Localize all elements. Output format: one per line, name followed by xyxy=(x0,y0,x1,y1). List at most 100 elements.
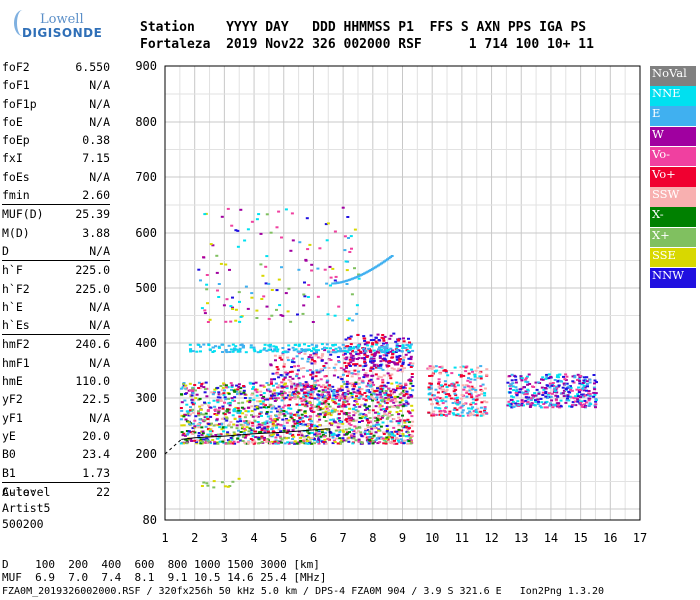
echo-point xyxy=(250,393,254,396)
echo-point xyxy=(359,403,363,406)
echo-point xyxy=(219,262,223,265)
echo-point xyxy=(352,363,355,366)
echo-point xyxy=(271,427,275,430)
echo-point xyxy=(369,349,373,352)
echo-point xyxy=(287,378,291,381)
param-name: B1 xyxy=(2,465,16,480)
param-name: hmF2 xyxy=(2,337,30,352)
echo-point xyxy=(321,348,325,350)
echo-point xyxy=(404,393,408,395)
echo-point xyxy=(315,425,319,428)
echo-point xyxy=(379,418,383,421)
echo-point xyxy=(407,435,411,438)
param-name: foE xyxy=(2,114,23,129)
echo-point xyxy=(236,245,240,248)
echo-point xyxy=(428,392,432,395)
echo-point xyxy=(363,272,367,275)
echo-point xyxy=(579,389,582,391)
echo-point xyxy=(314,432,318,435)
echo-point xyxy=(441,402,445,405)
echo-point xyxy=(271,404,274,407)
echo-point xyxy=(274,407,278,410)
echo-point xyxy=(571,380,575,383)
echo-point xyxy=(386,393,390,396)
echo-point xyxy=(400,370,404,373)
echo-point xyxy=(386,416,390,419)
echo-point xyxy=(440,388,444,391)
echo-point xyxy=(577,378,581,380)
echo-point xyxy=(344,428,348,431)
echo-point xyxy=(307,345,311,347)
echo-point xyxy=(311,376,315,379)
echo-point xyxy=(310,391,314,393)
echo-point xyxy=(227,392,231,395)
echo-point xyxy=(411,362,415,365)
echo-point xyxy=(293,442,297,445)
echo-point xyxy=(409,382,413,385)
echo-point xyxy=(258,442,262,444)
echo-point xyxy=(320,359,324,362)
echo-point xyxy=(510,373,514,376)
echo-point xyxy=(362,356,366,359)
echo-point xyxy=(462,404,465,407)
echo-point xyxy=(303,281,306,284)
echo-point xyxy=(225,386,228,389)
echo-point xyxy=(375,366,378,369)
echo-point xyxy=(265,213,269,216)
echo-point xyxy=(395,358,399,361)
echo-point xyxy=(254,415,258,418)
echo-point xyxy=(201,432,205,435)
echo-point xyxy=(588,392,592,395)
echo-point xyxy=(400,399,404,402)
echo-point xyxy=(473,375,477,378)
echo-point xyxy=(562,382,566,385)
echo-point xyxy=(434,365,438,368)
echo-point xyxy=(262,403,266,406)
echo-point xyxy=(274,397,277,400)
echo-point xyxy=(221,407,225,410)
echo-point xyxy=(357,378,361,381)
echo-point xyxy=(237,429,240,432)
echo-point xyxy=(398,418,402,421)
echo-point xyxy=(471,398,475,401)
echo-point xyxy=(402,386,406,389)
echo-point xyxy=(216,386,220,389)
echo-point xyxy=(358,364,362,367)
echo-point xyxy=(329,347,332,350)
header-line2: Fortaleza 2019 Nov22 326 002000 RSF 1 71… xyxy=(140,37,594,52)
echo-point xyxy=(325,343,329,346)
echo-point xyxy=(571,375,575,378)
echo-point xyxy=(275,289,279,292)
echo-point xyxy=(432,366,436,369)
echo-point xyxy=(266,398,270,401)
echo-point xyxy=(288,441,292,444)
echo-point xyxy=(221,405,225,408)
echo-point xyxy=(568,385,572,388)
echo-point xyxy=(307,391,311,394)
footer-distance-line: D 100 200 400 600 800 1000 1500 3000 [km… xyxy=(2,558,320,571)
echo-point xyxy=(401,345,405,348)
echo-point xyxy=(292,391,296,394)
echo-point xyxy=(297,350,300,353)
echo-point xyxy=(465,395,469,398)
echo-point xyxy=(581,393,585,396)
echo-point xyxy=(587,392,591,395)
echo-point xyxy=(341,380,345,383)
echo-point xyxy=(531,394,535,397)
echo-point xyxy=(220,389,224,392)
echo-point xyxy=(346,387,350,390)
echo-point xyxy=(406,402,410,405)
echo-point xyxy=(285,421,289,424)
echo-point xyxy=(288,371,292,373)
echo-point xyxy=(550,392,554,395)
echo-point xyxy=(380,416,384,419)
echo-point xyxy=(270,419,274,422)
x-tick-label: 3 xyxy=(221,531,228,545)
echo-point xyxy=(379,396,383,399)
param-value: 225.0 xyxy=(75,263,110,278)
echo-point xyxy=(362,337,366,340)
echo-point xyxy=(437,385,441,388)
echo-point xyxy=(385,407,389,410)
echo-point xyxy=(232,423,236,426)
echo-point xyxy=(558,406,562,409)
